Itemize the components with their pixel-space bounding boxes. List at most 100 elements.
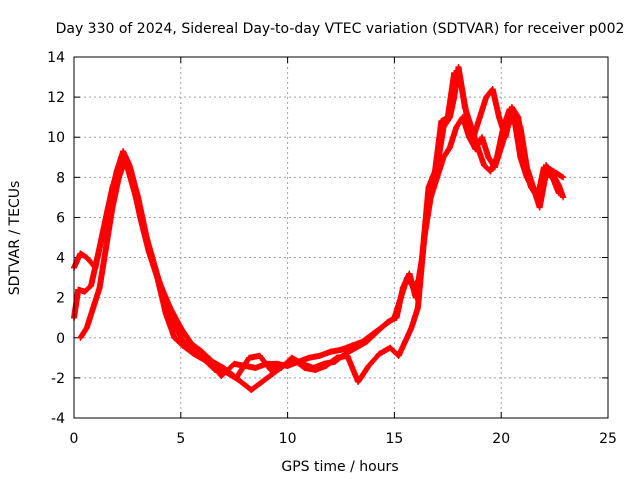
data-point bbox=[408, 324, 415, 331]
data-point bbox=[406, 270, 413, 277]
data-point bbox=[327, 348, 334, 355]
data-point bbox=[504, 124, 511, 131]
data-point bbox=[536, 204, 543, 211]
data-point bbox=[560, 194, 567, 201]
data-point bbox=[478, 134, 485, 141]
data-point bbox=[75, 286, 82, 293]
data-point bbox=[517, 124, 524, 131]
data-point bbox=[137, 214, 144, 221]
data-point bbox=[511, 110, 518, 117]
y-tick-label: 14 bbox=[47, 50, 65, 66]
data-point bbox=[90, 304, 97, 311]
x-tick-label: 20 bbox=[492, 431, 510, 447]
data-point bbox=[387, 344, 394, 351]
x-axis-ticks: 0 5 10 15 20 25 bbox=[70, 57, 617, 447]
data-point bbox=[120, 148, 127, 155]
data-point bbox=[231, 360, 238, 367]
data-point bbox=[83, 254, 90, 261]
y-tick-label: 4 bbox=[56, 251, 65, 267]
data-point bbox=[485, 154, 492, 161]
data-point bbox=[352, 344, 359, 351]
data-point bbox=[446, 144, 453, 151]
data-point bbox=[476, 114, 483, 121]
data-point bbox=[209, 358, 216, 365]
y-tick-label: 8 bbox=[56, 170, 65, 186]
data-point bbox=[421, 234, 428, 241]
data-point bbox=[88, 282, 95, 289]
y-axis-label: SDTVAR / TECUs bbox=[7, 181, 23, 296]
data-point bbox=[402, 338, 409, 345]
data-point bbox=[177, 324, 184, 331]
data-point bbox=[81, 288, 88, 295]
data-point bbox=[77, 334, 84, 341]
data-point bbox=[77, 250, 84, 257]
data-point bbox=[395, 352, 402, 359]
y-tick-label: 2 bbox=[56, 291, 65, 307]
data-point bbox=[109, 204, 116, 211]
data-series bbox=[71, 64, 567, 393]
data-point bbox=[201, 356, 208, 363]
plot-frame bbox=[73, 56, 609, 419]
data-point bbox=[171, 334, 178, 341]
series-track-a bbox=[71, 64, 567, 379]
data-point bbox=[384, 318, 391, 325]
data-point bbox=[256, 352, 263, 359]
data-point bbox=[363, 338, 370, 345]
series-track-b bbox=[71, 70, 567, 381]
data-point bbox=[549, 174, 556, 181]
data-point bbox=[376, 350, 383, 357]
data-point bbox=[222, 368, 229, 375]
data-point bbox=[305, 354, 312, 361]
data-point bbox=[177, 334, 184, 341]
data-point bbox=[496, 114, 503, 121]
x-tick-label: 5 bbox=[176, 431, 185, 447]
data-point bbox=[115, 174, 122, 181]
grid-lines bbox=[74, 57, 608, 418]
data-point bbox=[438, 118, 445, 125]
data-point bbox=[560, 174, 567, 181]
data-point bbox=[523, 164, 530, 171]
data-point bbox=[100, 224, 107, 231]
x-tick-label: 10 bbox=[279, 431, 297, 447]
y-axis-ticks: -4 -2 0 2 4 6 8 10 12 14 bbox=[47, 50, 608, 427]
data-point bbox=[145, 248, 152, 255]
data-point bbox=[459, 114, 466, 121]
data-point bbox=[280, 362, 287, 369]
x-tick-label: 25 bbox=[599, 431, 617, 447]
data-point bbox=[489, 86, 496, 93]
data-point bbox=[481, 162, 488, 169]
data-point bbox=[455, 64, 462, 71]
y-tick-label: 12 bbox=[47, 90, 65, 106]
data-point bbox=[543, 170, 550, 177]
data-point bbox=[425, 184, 432, 191]
x-axis-label: GPS time / hours bbox=[281, 459, 398, 475]
data-point bbox=[122, 156, 129, 163]
data-point bbox=[211, 366, 218, 373]
data-point bbox=[434, 174, 441, 181]
data-point bbox=[414, 304, 421, 311]
data-point bbox=[167, 304, 174, 311]
data-point bbox=[316, 352, 323, 359]
data-point bbox=[291, 356, 298, 363]
data-point bbox=[199, 348, 206, 355]
data-point bbox=[333, 354, 340, 361]
data-point bbox=[323, 362, 330, 369]
data-point bbox=[472, 146, 479, 153]
data-point bbox=[258, 378, 265, 385]
x-tick-label: 0 bbox=[70, 431, 79, 447]
data-point bbox=[190, 350, 197, 357]
data-point bbox=[466, 134, 473, 141]
data-point bbox=[246, 354, 253, 361]
y-tick-label: 10 bbox=[47, 130, 65, 146]
data-point bbox=[483, 94, 490, 101]
data-point bbox=[444, 114, 451, 121]
y-tick-label: 6 bbox=[56, 210, 65, 226]
data-point bbox=[498, 144, 505, 151]
data-point bbox=[547, 166, 554, 173]
data-point bbox=[83, 324, 90, 331]
y-tick-label: -4 bbox=[51, 411, 65, 427]
data-point bbox=[179, 342, 186, 349]
data-point bbox=[269, 370, 276, 377]
data-point bbox=[96, 284, 103, 291]
